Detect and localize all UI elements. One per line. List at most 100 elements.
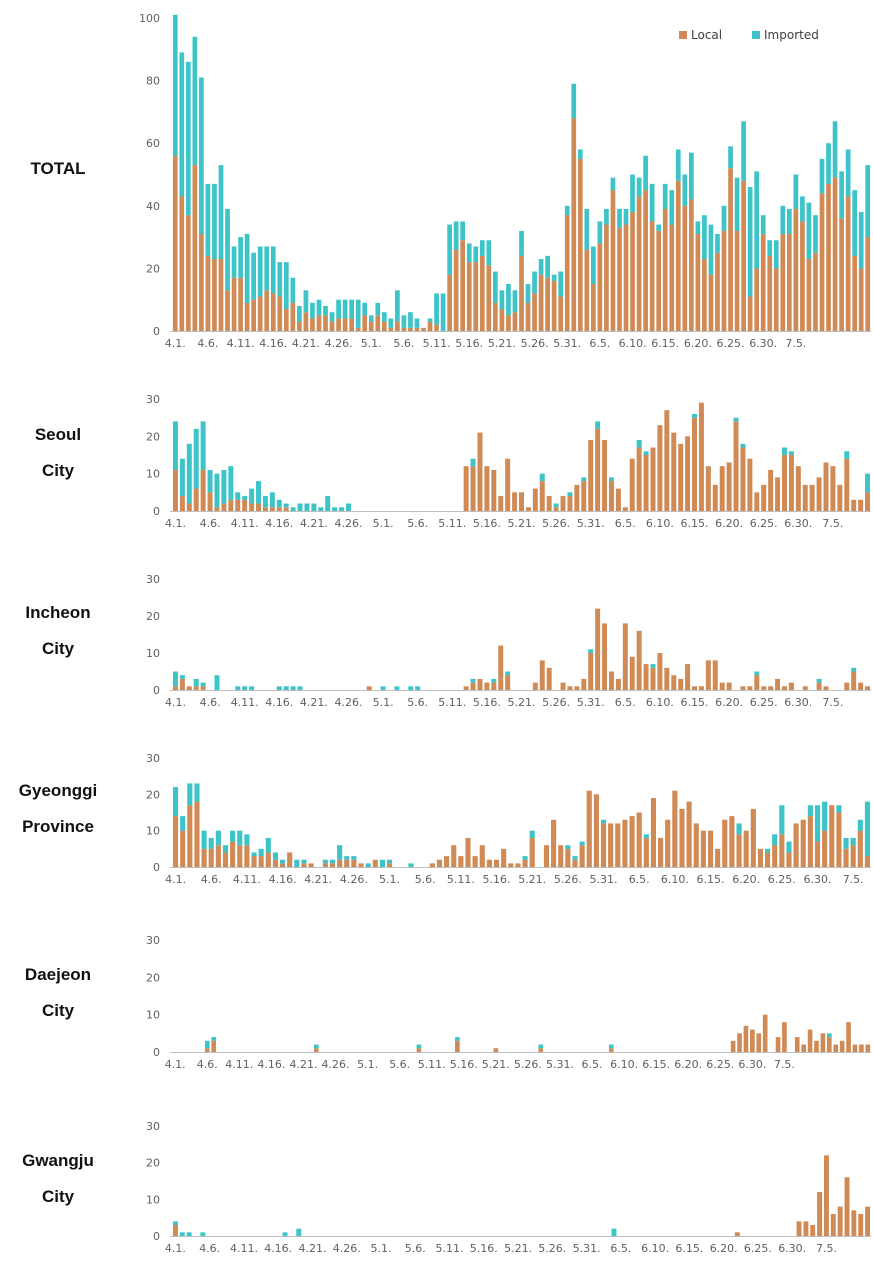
bar-imported [379, 859, 385, 867]
bar-imported [522, 856, 528, 860]
bar-local [185, 215, 191, 331]
bar-imported [279, 859, 286, 864]
bar-local [844, 458, 850, 511]
bar-imported [290, 686, 296, 690]
x-tick-label: 6.15. [681, 517, 709, 530]
bar-imported [339, 507, 345, 511]
bar-local [827, 1037, 832, 1052]
bar-imported [669, 190, 675, 225]
bar-local [238, 277, 243, 331]
bar-local [629, 816, 635, 867]
bar-imported [244, 834, 250, 846]
x-tick-label: 5.26. [542, 696, 570, 709]
bar-imported [836, 805, 842, 813]
bar-local [228, 499, 234, 511]
bar-imported [303, 290, 309, 313]
bar-imported [630, 174, 635, 213]
bar-local [823, 686, 829, 690]
bar-local [499, 309, 505, 331]
bar-local [358, 863, 364, 867]
bar-local [775, 678, 781, 690]
bar-local [672, 790, 678, 867]
bar-imported [249, 488, 255, 504]
x-tick-label: 6.5. [615, 696, 636, 709]
x-tick-label: 4.16. [265, 696, 293, 709]
bar-imported [765, 848, 771, 853]
x-tick-label: 6.25. [750, 517, 778, 530]
bar-local [754, 268, 760, 331]
x-tick-label: 4.16. [259, 337, 287, 350]
bar-imported [608, 477, 614, 482]
bar-local [788, 682, 794, 690]
bar-local [852, 1044, 858, 1052]
bar-local [212, 259, 217, 331]
bar-imported [682, 174, 688, 206]
bar-local [837, 484, 843, 511]
bar-imported [843, 837, 849, 849]
bar-local [852, 255, 858, 331]
bar-imported [179, 1232, 185, 1236]
bar-imported [851, 667, 857, 672]
bar-local [538, 274, 544, 331]
bar-local [858, 499, 864, 511]
x-tick-label: 5.11. [423, 337, 451, 350]
x-tick-label: 5.21. [504, 1242, 532, 1255]
x-tick-label: 5.11. [447, 873, 475, 886]
bar-local [539, 660, 545, 690]
bar-imported [249, 686, 255, 690]
bar-imported [297, 503, 303, 511]
bar-imported [600, 819, 607, 824]
x-tick-label: 5.1. [371, 1242, 392, 1255]
bar-local [819, 193, 825, 331]
x-tick-label: 4.1. [165, 1242, 186, 1255]
bar-imported [180, 816, 186, 831]
bar-imported [839, 171, 844, 219]
bar-imported [512, 290, 518, 313]
bar-local [381, 321, 387, 331]
bar-imported [767, 240, 773, 256]
bar-local [636, 630, 642, 690]
x-tick-label: 6.15. [651, 337, 679, 350]
bar-imported [689, 152, 694, 200]
bar-local [316, 315, 322, 331]
x-tick-label: 6.30. [738, 1058, 766, 1071]
bar-local [698, 402, 704, 511]
x-tick-label: 4.21. [300, 517, 328, 530]
bar-imported [470, 678, 476, 683]
x-tick-label: 4.1. [165, 517, 186, 530]
x-tick-label: 6.10. [661, 873, 689, 886]
bar-local [767, 255, 773, 331]
bar-imported [283, 262, 289, 310]
bar-local [705, 660, 711, 690]
bar-imported [440, 293, 446, 331]
bar-imported [611, 1228, 617, 1236]
bar-local [719, 466, 725, 511]
bar-local [657, 653, 663, 690]
bar-imported [807, 805, 813, 817]
bar-local [823, 462, 829, 511]
bar-imported [283, 503, 289, 508]
bar-imported [214, 675, 220, 690]
bar-local [421, 327, 426, 331]
region-label-5-0: Gwangju [22, 1151, 94, 1170]
bar-local [685, 664, 691, 690]
bar-local [388, 327, 394, 331]
bar-local [581, 678, 587, 690]
bar-local [532, 488, 538, 511]
bar-local [826, 183, 831, 331]
bar-local [750, 808, 756, 867]
bar-local [650, 667, 656, 690]
bar-local [806, 259, 812, 331]
x-tick-label: 5.21. [482, 1058, 510, 1071]
bar-local [211, 1040, 216, 1052]
bar-local [715, 848, 721, 867]
region-label-2-0: Incheon [25, 603, 90, 622]
x-tick-label: 6.5. [582, 1058, 603, 1071]
bar-imported [788, 451, 794, 455]
bar-imported [519, 230, 524, 256]
bar-imported [479, 240, 485, 256]
x-tick-label: 6.5. [589, 337, 610, 350]
bar-imported [388, 318, 394, 328]
bar-local [545, 277, 550, 331]
bar-local [208, 848, 214, 867]
